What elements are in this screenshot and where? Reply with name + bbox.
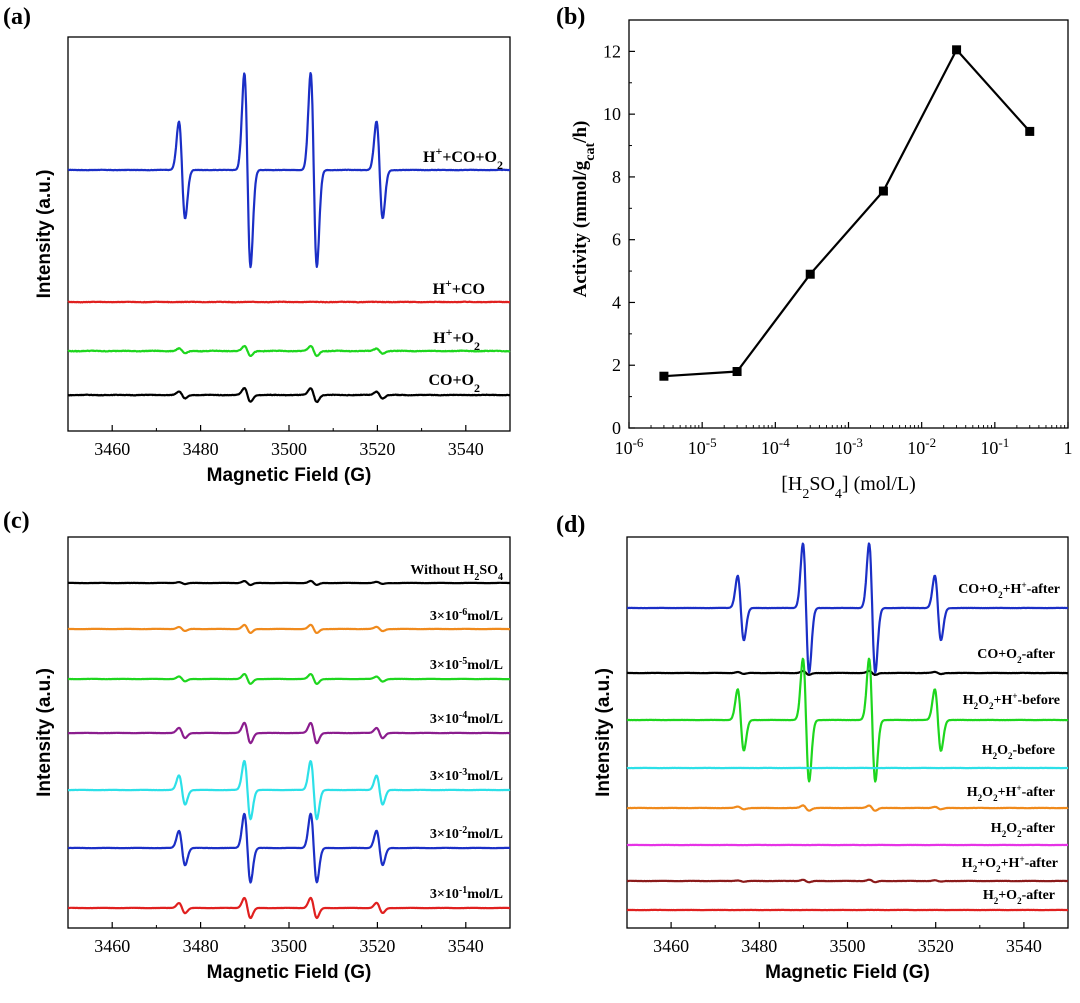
panel-label-a: (a) (3, 4, 31, 30)
panel-a: 3460 3480 3500 3520 3540 Magnetic Field (G) In… (34, 36, 511, 486)
trace-3x10-1mol-l (67, 896, 511, 920)
x-tick-label: 3460 (653, 936, 689, 956)
x-tick-label: 3540 (448, 439, 484, 459)
y-tick-label: 8 (612, 167, 621, 187)
trace-h2-o2-h-after (626, 878, 1069, 884)
x-tick-label: 3520 (359, 936, 395, 956)
y-tick-label: 4 (612, 292, 621, 312)
trace-label: H2+O2-after (983, 888, 1055, 906)
x-tick-label: 10-5 (688, 435, 717, 459)
plot-frame (628, 19, 1069, 429)
x-tick-label: 10-6 (615, 435, 644, 459)
trace-label: H++CO (433, 276, 485, 298)
x-tick-label: 3500 (271, 439, 307, 459)
x-axis-title: [H2SO4] (mol/L) (781, 473, 916, 502)
trace-co-o2-h-after (626, 542, 1069, 674)
trace-h2o2-h-after (626, 804, 1069, 812)
trace-co-o2-after (626, 669, 1069, 676)
data-point (732, 367, 742, 377)
trace-label: H++CO+O2 (423, 144, 503, 172)
trace-label: H2+O2+H+-after (962, 854, 1058, 874)
x-tick-label: 10-2 (907, 435, 936, 459)
trace-label: 3×10-4mol/L (430, 710, 503, 728)
x-tick-label: 3500 (830, 936, 866, 956)
trace-h-co (67, 300, 511, 304)
trace-3x10-5mol-l (67, 673, 511, 685)
y-tick-label: 12 (603, 41, 621, 61)
x-axis-title: Magnetic Field (G) (207, 465, 372, 486)
panel-label-d: (d) (556, 512, 585, 538)
x-tick-label: 3500 (271, 936, 307, 956)
trace-label: H++O2 (433, 325, 480, 353)
x-tick-label: 10-1 (980, 435, 1009, 459)
trace-3x10-4mol-l (67, 721, 511, 745)
x-tick-label: 3480 (183, 439, 219, 459)
trace-label: CO+O2 (428, 372, 480, 395)
panel-label-c: (c) (3, 508, 30, 534)
trace-label: 3×10-3mol/L (430, 767, 503, 785)
trace-co-o2 (67, 387, 511, 404)
panel-d: 3460 3480 3500 3520 3540 Magnetic Field (G) In… (593, 536, 1069, 983)
trace-label: H2O2-after (991, 821, 1055, 839)
y-tick-label: 0 (612, 418, 621, 438)
x-tick-label: 1 (1064, 438, 1073, 458)
trace-label: 3×10-1mol/L (430, 885, 503, 903)
x-tick-label: 3480 (183, 936, 219, 956)
data-point (1025, 126, 1035, 136)
trace-label: 3×10-5mol/L (430, 656, 503, 674)
x-tick-label: 3520 (918, 936, 954, 956)
x-axis-title: Magnetic Field (G) (765, 962, 930, 983)
x-tick-label: 3460 (94, 439, 130, 459)
y-axis-title: Intensity (a.u.) (34, 170, 55, 299)
trace-label: CO+O2-after (977, 647, 1055, 665)
panel-label-b: (b) (556, 4, 585, 30)
data-point (878, 186, 888, 196)
trace-h-o2 (67, 344, 511, 358)
trace-3x10-2mol-l (67, 812, 511, 884)
y-axis-title: Intensity (a.u.) (34, 668, 55, 797)
x-tick-label: 3540 (1006, 936, 1042, 956)
y-tick-label: 2 (612, 355, 621, 375)
x-axis-title: Magnetic Field (G) (207, 962, 372, 983)
data-point (952, 45, 962, 55)
x-tick-label: 3460 (94, 936, 130, 956)
panel-c: 3460 3480 3500 3520 3540 Magnetic Field (G) In… (34, 536, 511, 983)
y-tick-label: 6 (612, 230, 621, 250)
trace-3x10-3mol-l (67, 759, 511, 821)
y-tick-label: 10 (603, 104, 621, 124)
trace-h-co-o2 (67, 72, 511, 269)
data-point (659, 371, 669, 381)
x-tick-label: 3480 (741, 936, 777, 956)
trace-3x10-6mol-l (67, 623, 511, 634)
trace-h2o2-h-before (626, 657, 1069, 783)
y-axis-title: Intensity (a.u.) (593, 668, 614, 797)
trace-label: 3×10-2mol/L (430, 825, 503, 843)
trace-without-h2so4 (67, 579, 511, 587)
trace-label: 3×10-6mol/L (430, 607, 503, 625)
y-axis-title: Activity (mmol/gcat/h) (570, 121, 598, 298)
x-tick-label: 10-4 (761, 435, 790, 459)
trace-label: H2O2+H+-after (967, 783, 1055, 803)
x-tick-label: 10-3 (834, 435, 863, 459)
trace-label: H2O2-before (982, 743, 1055, 761)
trace-label: H2O2+H+-before (963, 691, 1060, 711)
trace-label: CO+O2+H+-after (958, 580, 1060, 600)
activity-line (663, 47, 1031, 378)
data-point (805, 269, 815, 279)
panel-b: 0 2 4 6 8 10 12 10-6 10-5 10-4 10-3 10-2 10-1 1 [H2SO4… (570, 19, 1073, 502)
x-tick-label: 3540 (448, 936, 484, 956)
trace-label: Without H2SO4 (410, 563, 503, 583)
x-tick-label: 3520 (359, 439, 395, 459)
